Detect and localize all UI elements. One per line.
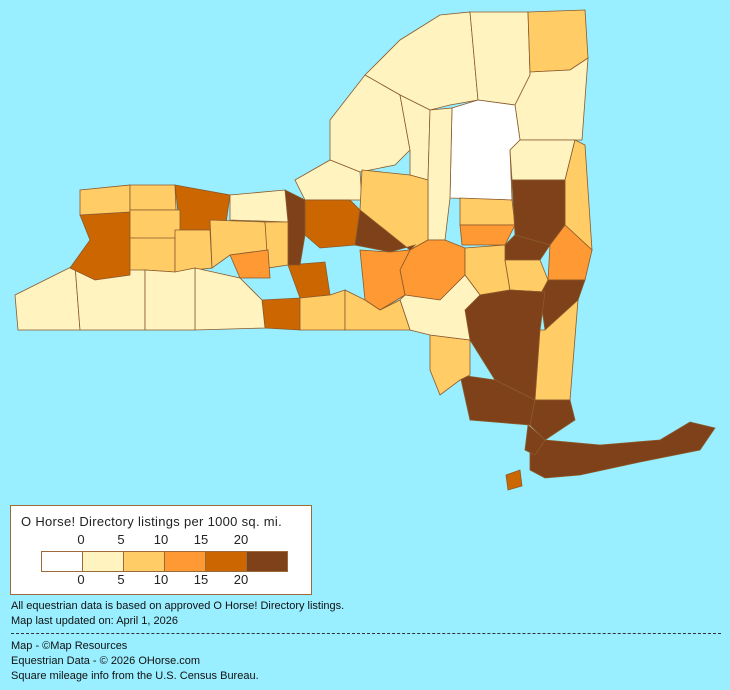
county-niagara [79,184,131,216]
legend-tick: 0 [77,532,85,547]
legend-swatch [206,552,247,571]
county-delaware [399,274,481,341]
data-credit: Equestrian Data - © 2026 OHorse.com [11,655,201,667]
data-basis-note: All equestrian data is based on approved… [11,600,345,612]
legend-tick: 15 [193,572,209,587]
county-greene [504,259,549,293]
county-madison [354,209,417,253]
legend-tick: 20 [233,532,249,547]
county-orleans [129,184,177,211]
legend-swatch [83,552,124,571]
county-allegany [144,267,196,331]
county-chautauqua [14,264,81,331]
legend-tick: 10 [153,572,169,587]
legend-swatch [165,552,206,571]
county-erie [69,211,131,281]
map-credit: Map - ©Map Resources [11,640,128,652]
legend-tick: 20 [233,572,249,587]
county-warren [509,139,576,181]
county-wyoming [129,237,176,273]
legend-swatch [124,552,165,571]
county-genesee [129,209,181,241]
legend-title: O Horse! Directory listings per 1000 sq.… [21,514,283,529]
legend-tick: 5 [117,572,125,587]
legend-color-scale [41,551,288,572]
county-chemung [261,297,301,331]
county-tompkins [287,261,331,299]
legend-tick: 10 [153,532,169,547]
legend-tick: 5 [117,532,125,547]
county-wayne [229,189,289,223]
county-fulton [459,197,516,226]
county-richmond [505,469,523,491]
county-livingston [174,229,213,273]
legend-swatch [42,552,83,571]
county-yates [229,249,271,279]
county-putnam-westchester [529,399,576,441]
map-legend: O Horse! Directory listings per 1000 sq.… [10,505,312,595]
county-montgomery [459,224,516,246]
county-herkimer [427,107,453,241]
legend-tick: 0 [77,572,85,587]
last-updated-note: Map last updated on: April 1, 2026 [11,615,178,627]
new-york-county-map [14,9,716,491]
county-onondaga [304,199,361,249]
legend-tick: 15 [193,532,209,547]
county-franklin [469,11,531,106]
legend-swatch [247,552,287,571]
county-hamilton [449,99,521,201]
county-long-island [529,421,716,479]
county-bronx-queens [524,424,546,456]
census-credit: Square mileage info from the U.S. Census… [11,670,259,682]
county-broome [344,289,411,331]
divider [11,633,721,634]
county-clinton [527,9,589,73]
